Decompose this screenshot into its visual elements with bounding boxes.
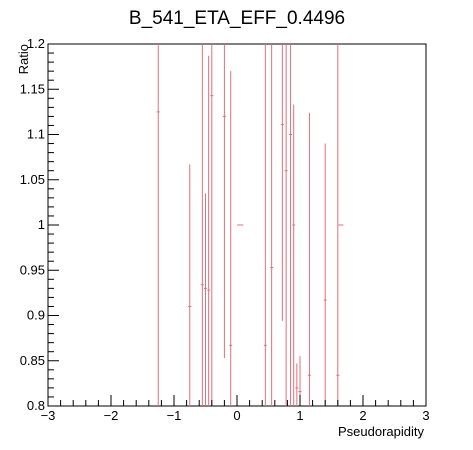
y-tick-label: 1.1 bbox=[27, 127, 45, 142]
x-tick-label: 1 bbox=[296, 408, 303, 423]
data-point bbox=[292, 104, 296, 406]
y-tick-label: 0.85 bbox=[20, 353, 45, 368]
y-tick-label: 1.15 bbox=[20, 81, 45, 96]
x-axis-label: Pseudorapidity bbox=[338, 424, 424, 439]
x-tick-label: −1 bbox=[167, 408, 182, 423]
x-tick-label: 0 bbox=[233, 408, 240, 423]
y-tick-label: 0.95 bbox=[20, 262, 45, 277]
y-tick-label: 0.8 bbox=[27, 398, 45, 413]
data-point bbox=[289, 44, 293, 406]
data-point bbox=[284, 44, 288, 406]
y-tick-label: 0.9 bbox=[27, 308, 45, 323]
data-point bbox=[280, 44, 284, 321]
data-point bbox=[229, 71, 233, 406]
data-point bbox=[270, 44, 274, 406]
data-point bbox=[307, 112, 311, 406]
chart-title: B_541_ETA_EFF_0.4496 bbox=[129, 8, 345, 29]
y-axis: 0.8 0.85 0.9 0.95 1 1.05 1.1 1.15 1.2 bbox=[20, 36, 59, 413]
x-axis: −3 −2 −1 0 1 2 3 bbox=[41, 395, 430, 423]
x-tick-label: 3 bbox=[422, 408, 429, 423]
y-tick-label: 1 bbox=[38, 217, 45, 232]
data-point bbox=[323, 143, 327, 406]
data-point bbox=[156, 44, 160, 406]
data-point bbox=[204, 193, 207, 406]
data-point bbox=[188, 164, 192, 406]
data-point bbox=[210, 44, 214, 406]
x-tick-label: 2 bbox=[359, 408, 366, 423]
y-tick-label: 1.2 bbox=[27, 36, 45, 51]
data-point bbox=[207, 55, 211, 406]
x-tick-label: −2 bbox=[104, 408, 119, 423]
y-tick-label: 1.05 bbox=[20, 172, 45, 187]
error-bars bbox=[156, 44, 344, 406]
x-tick-label: −3 bbox=[41, 408, 56, 423]
data-point bbox=[263, 44, 267, 406]
data-point bbox=[200, 44, 204, 406]
data-point bbox=[222, 44, 226, 359]
data-point bbox=[295, 363, 299, 406]
data-point bbox=[336, 44, 340, 406]
y-axis-label: Ratio bbox=[16, 44, 31, 74]
